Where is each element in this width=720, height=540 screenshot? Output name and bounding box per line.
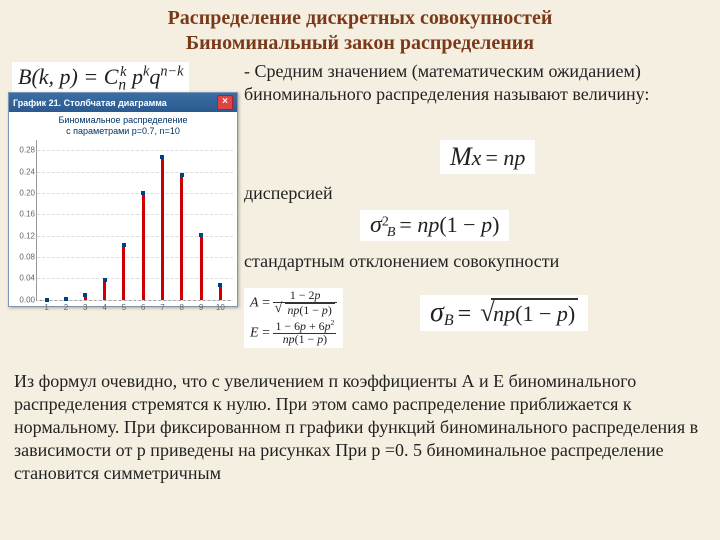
bar	[142, 193, 145, 300]
formula-asymmetry-excess: A = 1 − 2pnp(1 − p) E = 1 − 6p + 6p2np(1…	[244, 288, 343, 348]
y-tick: 0.16	[11, 210, 35, 219]
mean-text: - Средним значением (математическим ожид…	[244, 60, 708, 105]
close-icon[interactable]: ×	[217, 95, 233, 110]
data-point	[180, 173, 184, 177]
x-tick: 2	[64, 303, 68, 312]
x-tick: 9	[199, 303, 203, 312]
data-point	[141, 191, 145, 195]
disp-text: дисперсией	[244, 182, 708, 205]
x-tick: 4	[102, 303, 106, 312]
data-point	[199, 233, 203, 237]
title-line-1: Распределение дискретных совокупностей	[0, 6, 720, 31]
bar	[200, 235, 203, 300]
title-line-2: Биноминальный закон распределения	[0, 31, 720, 56]
bar	[219, 285, 222, 300]
data-point	[103, 278, 107, 282]
std-text: стандартным отклонением совокупности	[244, 250, 708, 273]
data-point	[160, 155, 164, 159]
formula-mean: Mx = np	[440, 140, 535, 174]
data-point	[122, 243, 126, 247]
chart-window-title: График 21. Столбчатая диаграмма	[13, 98, 167, 108]
x-tick: 5	[122, 303, 126, 312]
bar	[122, 245, 125, 300]
x-tick: 8	[180, 303, 184, 312]
formula-binomial: B(k, p) = Cnk pkqn−k	[12, 62, 189, 92]
x-tick: 7	[160, 303, 164, 312]
x-tick: 6	[141, 303, 145, 312]
data-point	[45, 298, 49, 302]
y-tick: 0.28	[11, 146, 35, 155]
y-tick: 0.24	[11, 167, 35, 176]
chart-subtitle-2: с параметрами p=0.7, n=10	[11, 126, 235, 137]
data-point	[83, 293, 87, 297]
formula-variance: σ2B = np(1 − p)	[360, 210, 509, 241]
chart-titlebar: График 21. Столбчатая диаграмма ×	[9, 93, 237, 112]
y-tick: 0.08	[11, 252, 35, 261]
data-point	[218, 283, 222, 287]
y-tick: 0.00	[11, 295, 35, 304]
x-tick: 1	[44, 303, 48, 312]
formula-std: σB = np(1 − p)	[420, 295, 588, 331]
x-tick: 10	[216, 303, 225, 312]
y-tick: 0.12	[11, 231, 35, 240]
y-tick: 0.20	[11, 188, 35, 197]
bar	[103, 280, 106, 300]
chart-subtitle-1: Биномиальное распределение	[11, 115, 235, 126]
x-tick: 3	[83, 303, 87, 312]
bar	[161, 157, 164, 299]
chart-area: 0.000.040.080.120.160.200.240.2812345678…	[36, 140, 233, 301]
bar	[180, 175, 183, 299]
y-tick: 0.04	[11, 274, 35, 283]
data-point	[64, 297, 68, 301]
bottom-paragraph: Из формул очевидно, что с увеличением п …	[14, 370, 706, 485]
chart-window: График 21. Столбчатая диаграмма × Биноми…	[8, 92, 238, 307]
